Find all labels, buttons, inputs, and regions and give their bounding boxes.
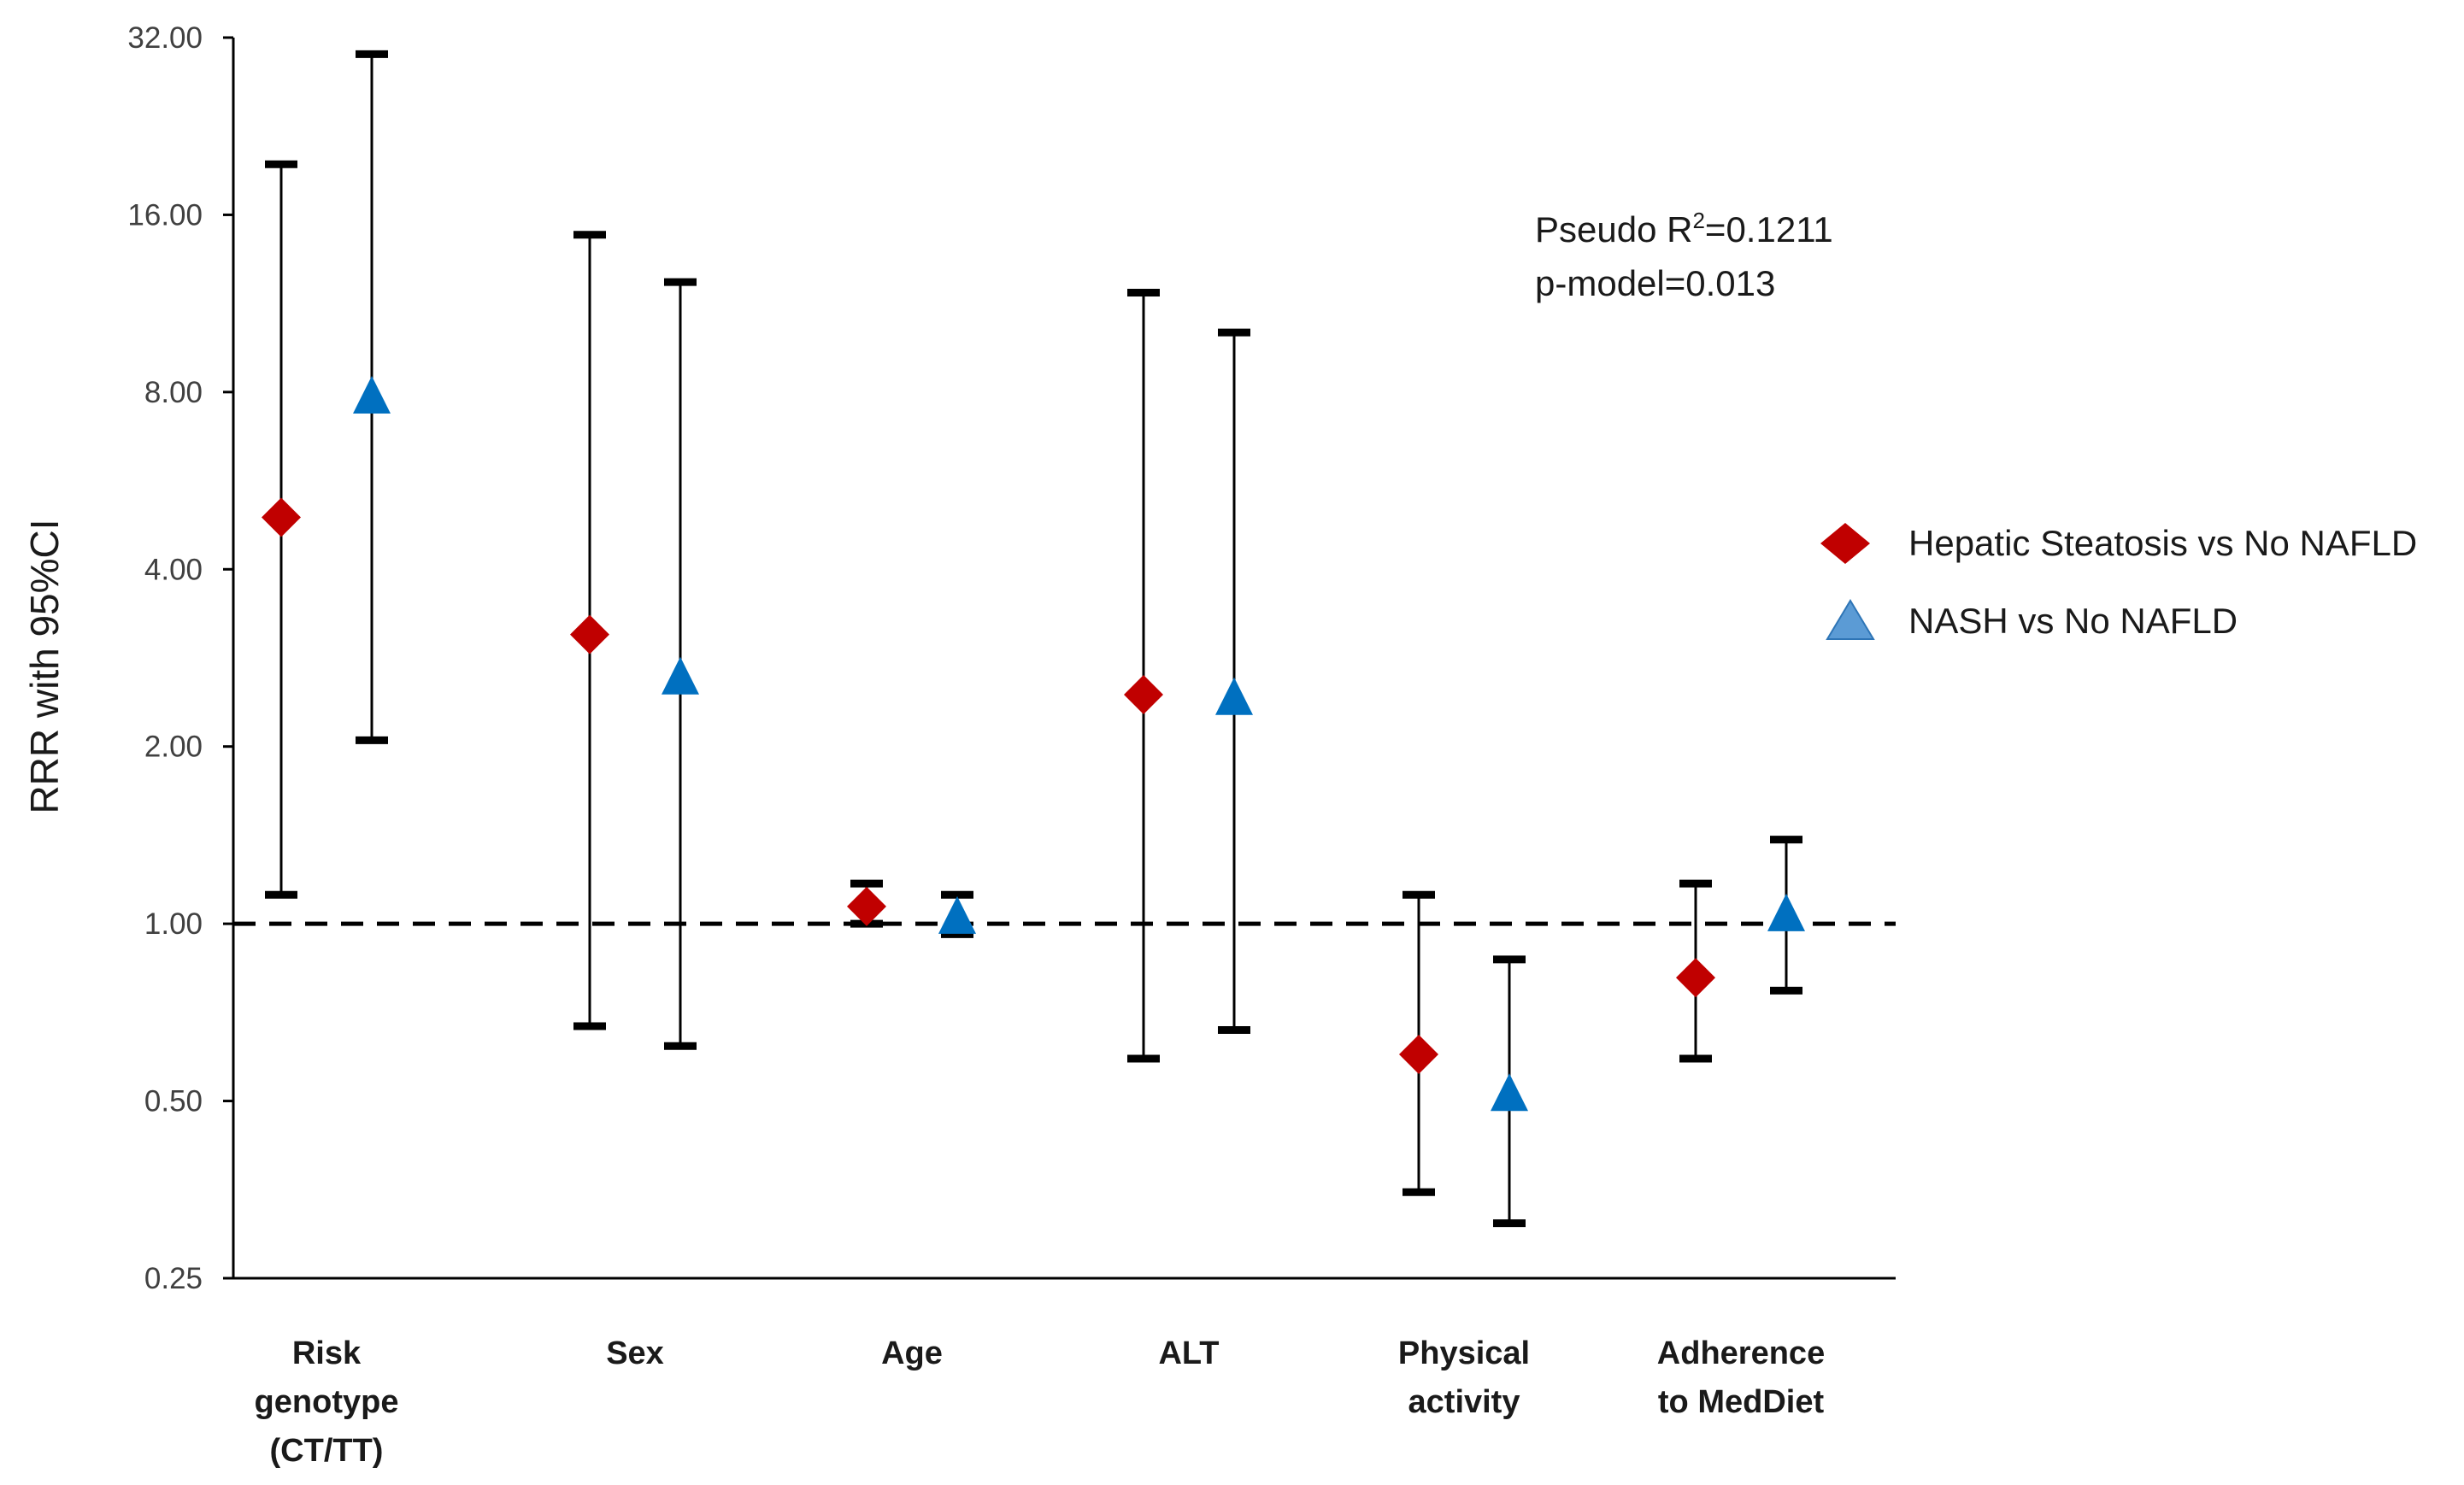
y-tick-label: 1.00 bbox=[144, 907, 203, 941]
point-nash bbox=[662, 656, 699, 695]
category-labels: Risk genotype (CT/TT) Sex Age ALT Physical acti… bbox=[255, 1335, 1826, 1469]
p-model-annotation: p-model=0.013 bbox=[1535, 263, 1775, 303]
point-hepatic-steatosis bbox=[1676, 958, 1715, 998]
y-tick-label: 8.00 bbox=[144, 376, 203, 409]
point-nash bbox=[938, 895, 976, 934]
point-nash bbox=[353, 376, 391, 414]
pseudo-r2-value: =0.1211 bbox=[1705, 209, 1833, 249]
point-hepatic-steatosis bbox=[570, 614, 609, 654]
point-nash bbox=[1767, 893, 1805, 931]
y-tick-label: 0.50 bbox=[144, 1085, 203, 1118]
y-tick-label: 16.00 bbox=[127, 198, 203, 232]
y-tick-label: 0.25 bbox=[144, 1262, 203, 1295]
legend-label-hepatic-steatosis: Hepatic Steatosis vs No NAFLD bbox=[1908, 523, 2417, 563]
x-category-label: Sex bbox=[606, 1335, 664, 1371]
point-nash bbox=[1491, 1073, 1528, 1112]
y-axis-label: RRR with 95%CI bbox=[22, 519, 67, 813]
point-hepatic-steatosis bbox=[847, 886, 886, 926]
data-marks bbox=[262, 50, 1805, 1228]
legend: Hepatic Steatosis vs No NAFLD NASH vs No… bbox=[1820, 523, 2417, 641]
point-hepatic-steatosis bbox=[1124, 674, 1163, 714]
legend-label-nash: NASH vs No NAFLD bbox=[1908, 601, 2238, 641]
x-category-label: Adherence to MedDiet bbox=[1657, 1335, 1825, 1420]
x-category-label: Physical activity bbox=[1398, 1335, 1530, 1420]
y-tick-label: 32.00 bbox=[127, 21, 203, 55]
legend-marker-nash bbox=[1826, 599, 1875, 640]
x-category-label: Risk genotype (CT/TT) bbox=[255, 1335, 399, 1469]
point-nash bbox=[1215, 677, 1253, 715]
pseudo-r2-superscript: 2 bbox=[1692, 208, 1704, 233]
x-category-label: Age bbox=[881, 1335, 943, 1371]
y-tick-label: 2.00 bbox=[144, 731, 203, 764]
x-category-label: ALT bbox=[1158, 1335, 1219, 1371]
legend-marker-hepatic-steatosis bbox=[1820, 523, 1870, 564]
point-hepatic-steatosis bbox=[262, 497, 301, 537]
y-axis-ticks: 0.25 0.50 1.00 2.00 4.00 8.00 16.00 32.00 bbox=[127, 21, 233, 1295]
pseudo-r2-annotation: Pseudo R2=0.1211 bbox=[1535, 208, 1833, 249]
y-tick-label: 4.00 bbox=[144, 553, 203, 586]
point-hepatic-steatosis bbox=[1399, 1035, 1438, 1075]
pseudo-r2-prefix: Pseudo R bbox=[1535, 209, 1692, 249]
